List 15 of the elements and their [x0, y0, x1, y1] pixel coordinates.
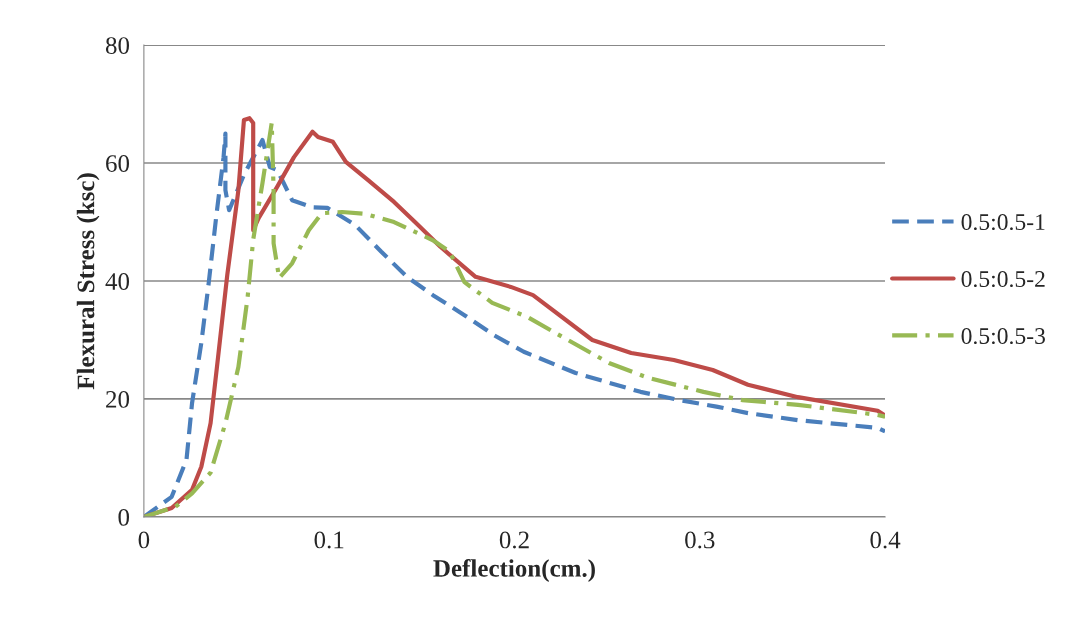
- x-tick-label: 0.1: [314, 531, 344, 549]
- x-tick-label: 0.4: [870, 531, 901, 549]
- x-axis-title: Deflection(cm.): [433, 559, 595, 582]
- y-tick-label: 80: [105, 37, 130, 54]
- y-tick-label: 60: [106, 155, 130, 172]
- y-tick-label: 0: [118, 508, 130, 526]
- legend-label: 0.5:0.5-3: [961, 328, 1045, 345]
- x-tick-label: 0.3: [685, 531, 715, 549]
- y-tick-label: 20: [106, 390, 130, 408]
- y-tick-label: 40: [105, 273, 130, 290]
- x-tick-label: 0.2: [499, 531, 529, 549]
- x-tick-label: 0: [138, 531, 150, 549]
- legend-label: 0.5:0.5-2: [961, 271, 1045, 288]
- y-axis-title: Flexural Stress (ksc): [76, 173, 100, 390]
- legend-label: 0.5:0.5-1: [961, 214, 1045, 231]
